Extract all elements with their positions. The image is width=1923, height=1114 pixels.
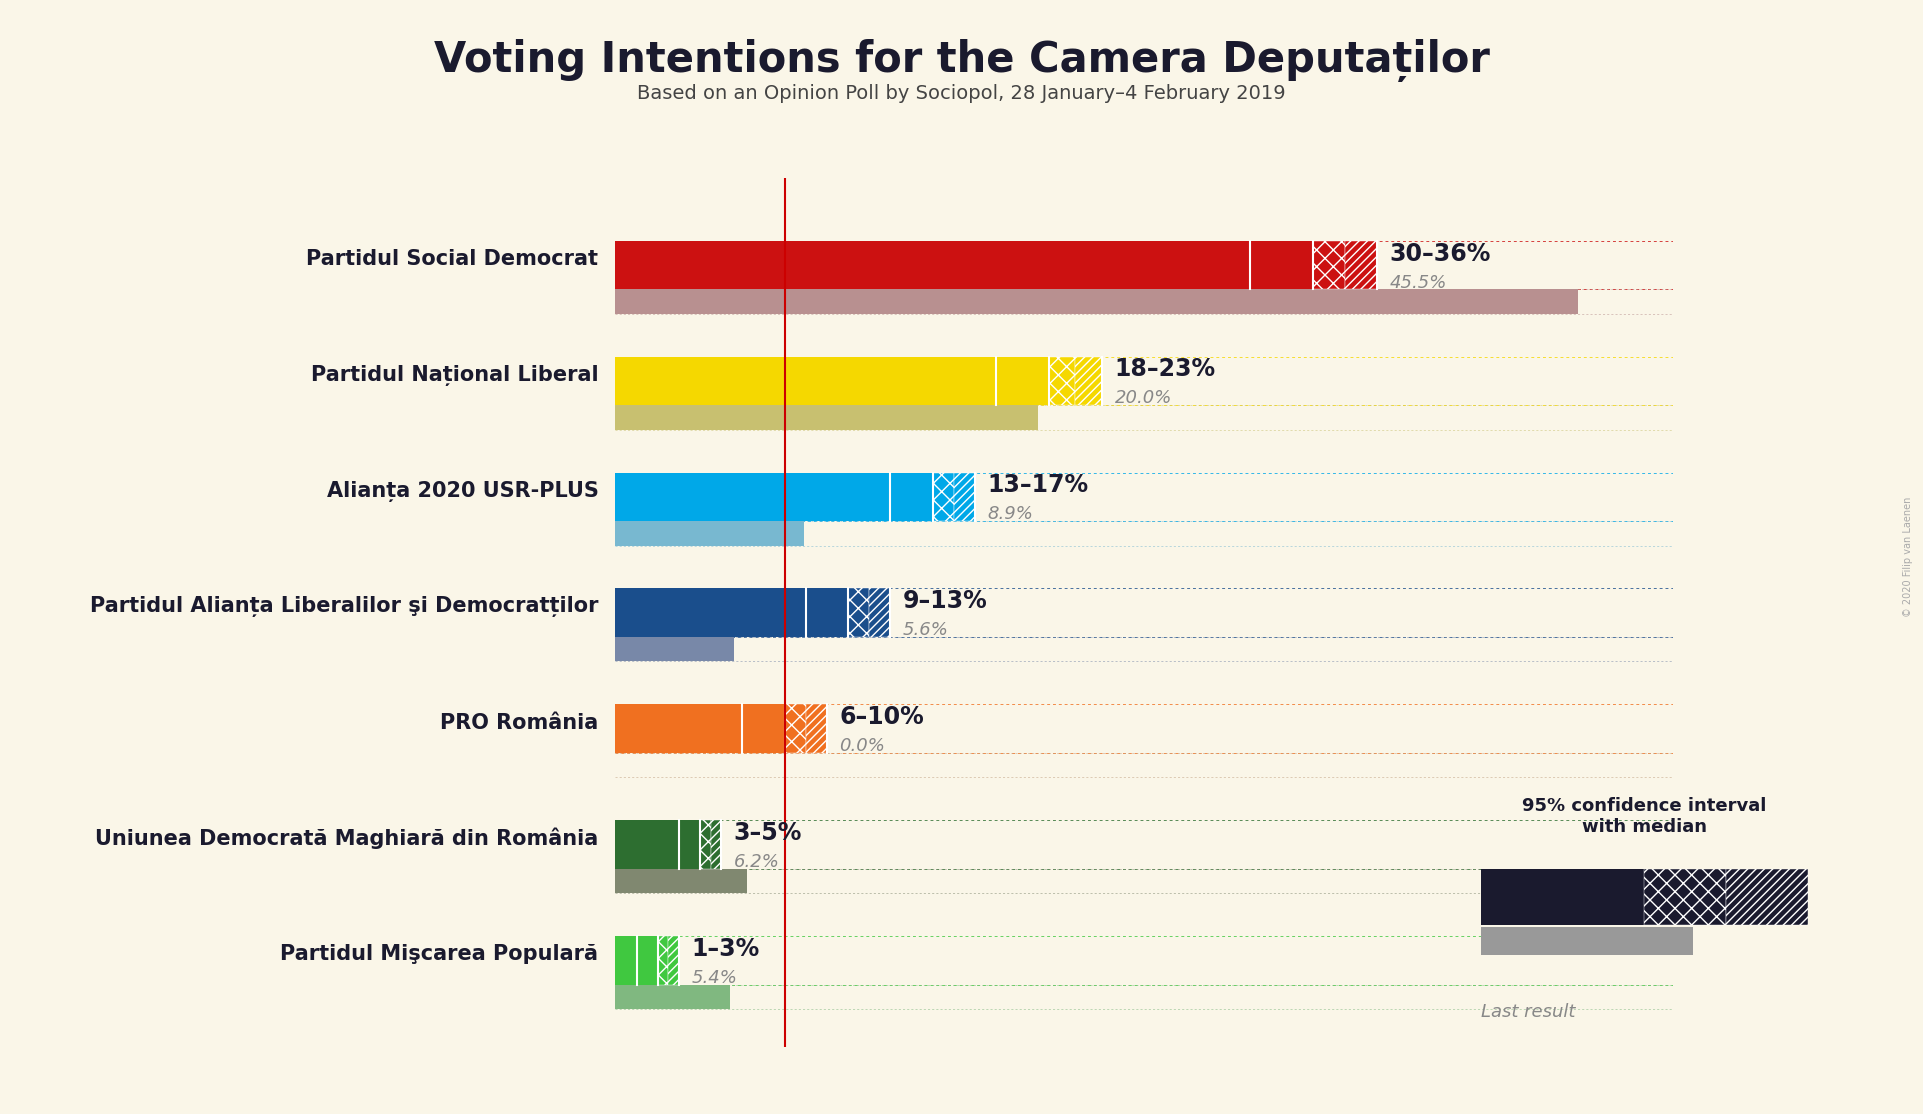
Bar: [615, 356, 996, 405]
Text: Based on an Opinion Poll by Sociopol, 28 January–4 February 2019: Based on an Opinion Poll by Sociopol, 28…: [637, 84, 1286, 102]
Bar: [615, 241, 1250, 290]
Text: 20.0%: 20.0%: [1115, 390, 1171, 408]
Bar: [1346, 241, 1377, 290]
Bar: [637, 936, 658, 985]
Text: 0.0%: 0.0%: [840, 737, 885, 755]
Bar: [712, 820, 721, 869]
Bar: [1481, 927, 1694, 955]
Text: 9–13%: 9–13%: [904, 589, 988, 613]
Bar: [806, 704, 827, 753]
Text: 1–3%: 1–3%: [692, 937, 760, 960]
Text: 95% confidence interval
with median: 95% confidence interval with median: [1521, 797, 1767, 836]
Text: Partidul Alianța Liberalilor şi Democratților: Partidul Alianța Liberalilor şi Democrat…: [90, 596, 598, 617]
Text: Last result: Last result: [1481, 1003, 1575, 1020]
Bar: [615, 704, 742, 753]
Bar: [615, 290, 1579, 314]
Bar: [700, 820, 712, 869]
Text: 5.4%: 5.4%: [692, 969, 737, 987]
Text: 30–36%: 30–36%: [1390, 242, 1490, 265]
Bar: [615, 869, 746, 893]
Bar: [848, 588, 869, 637]
Text: 18–23%: 18–23%: [1115, 358, 1215, 381]
Bar: [615, 588, 806, 637]
Bar: [615, 472, 890, 521]
Bar: [1050, 356, 1075, 405]
Bar: [1727, 869, 1808, 925]
Text: PRO România: PRO România: [440, 713, 598, 733]
Text: 6.2%: 6.2%: [735, 853, 779, 871]
Bar: [679, 820, 700, 869]
Bar: [615, 405, 1038, 430]
Bar: [615, 521, 804, 546]
Bar: [669, 936, 679, 985]
Text: Partidul Social Democrat: Partidul Social Democrat: [306, 250, 598, 270]
Text: © 2020 Filip van Laenen: © 2020 Filip van Laenen: [1904, 497, 1913, 617]
Bar: [933, 472, 954, 521]
Bar: [785, 704, 806, 753]
Bar: [869, 588, 890, 637]
Bar: [742, 704, 785, 753]
Text: Partidul Național Liberal: Partidul Național Liberal: [312, 364, 598, 385]
Bar: [1481, 869, 1644, 925]
Text: 5.6%: 5.6%: [904, 622, 948, 639]
Text: 45.5%: 45.5%: [1390, 274, 1446, 292]
Bar: [954, 472, 975, 521]
Text: 8.9%: 8.9%: [988, 506, 1033, 524]
Text: Alianța 2020 USR-PLUS: Alianța 2020 USR-PLUS: [327, 480, 598, 501]
Bar: [1075, 356, 1102, 405]
Bar: [615, 637, 735, 662]
Bar: [1313, 241, 1346, 290]
Text: Voting Intentions for the Camera Deputaților: Voting Intentions for the Camera Deputaț…: [433, 39, 1490, 82]
Bar: [615, 985, 729, 1009]
Bar: [996, 356, 1050, 405]
Text: Partidul Mişcarea Populară: Partidul Mişcarea Populară: [281, 945, 598, 965]
Bar: [806, 588, 848, 637]
Bar: [658, 936, 669, 985]
Text: 6–10%: 6–10%: [840, 705, 925, 729]
Bar: [1644, 869, 1727, 925]
Bar: [890, 472, 933, 521]
Text: 3–5%: 3–5%: [735, 821, 802, 844]
Text: 13–17%: 13–17%: [988, 473, 1088, 497]
Bar: [615, 936, 637, 985]
Bar: [1250, 241, 1313, 290]
Bar: [615, 820, 679, 869]
Text: Uniunea Democrată Maghiară din România: Uniunea Democrată Maghiară din România: [94, 828, 598, 849]
